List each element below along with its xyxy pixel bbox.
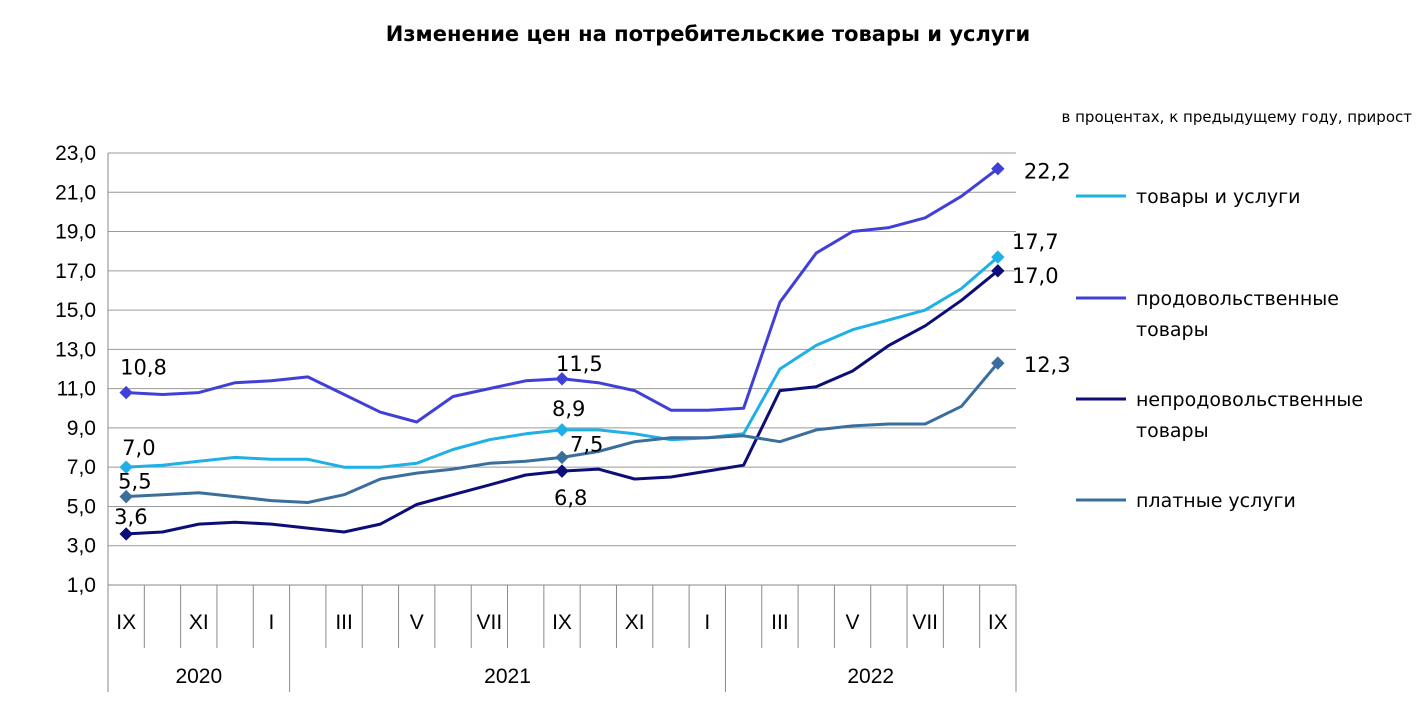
x-tick-label: IX bbox=[552, 611, 572, 634]
data-label: 5,5 bbox=[118, 470, 151, 494]
legend-label-line: непродовольственные bbox=[1136, 389, 1363, 411]
x-tick-label: V bbox=[410, 611, 424, 634]
x-tick-label: I bbox=[269, 611, 275, 634]
y-tick-label: 13,0 bbox=[55, 338, 96, 361]
y-axis: 1,0 3,0 5,0 7,0 9,0 11,0 13,0 15,0 17,0 19,0 21,0 2… bbox=[55, 142, 96, 597]
y-tick-label: 9,0 bbox=[67, 417, 96, 440]
data-marker bbox=[119, 460, 133, 474]
year-label: 2021 bbox=[484, 665, 531, 688]
data-marker bbox=[991, 264, 1005, 278]
legend-label-line: товары bbox=[1136, 420, 1209, 442]
data-marker bbox=[119, 489, 133, 504]
data-label: 3,6 bbox=[114, 505, 147, 529]
data-marker bbox=[119, 385, 133, 400]
data-label: 7,5 bbox=[570, 432, 603, 456]
y-tick-label: 21,0 bbox=[55, 181, 96, 204]
x-tick-label: III bbox=[335, 611, 353, 634]
y-tick-label: 19,0 bbox=[55, 221, 96, 244]
series-markers bbox=[119, 162, 1005, 541]
data-marker bbox=[991, 250, 1005, 264]
data-label: 22,2 bbox=[1024, 160, 1071, 184]
data-marker bbox=[991, 356, 1005, 370]
y-tick-label: 11,0 bbox=[57, 378, 96, 401]
data-marker bbox=[555, 372, 569, 386]
x-tick-label: XI bbox=[625, 611, 645, 634]
data-labels: 7,0 8,9 17,7 10,8 11,5 22,2 3,6 6,8 17,0 5,5 7,5 12… bbox=[114, 160, 1070, 529]
x-tick-label: VII bbox=[477, 611, 503, 634]
data-label: 11,5 bbox=[556, 352, 603, 376]
legend-label: непродовольственные товары bbox=[1136, 389, 1363, 442]
x-tick-label: IX bbox=[116, 611, 136, 634]
x-tick-label: VII bbox=[912, 611, 938, 634]
x-tick-label: XI bbox=[189, 611, 209, 634]
legend-label: продовольственные товары bbox=[1136, 288, 1339, 341]
data-label: 8,9 bbox=[552, 397, 585, 421]
year-label: 2020 bbox=[175, 665, 222, 688]
data-label: 17,0 bbox=[1012, 264, 1059, 288]
y-tick-label: 1,0 bbox=[67, 574, 96, 597]
y-tick-label: 15,0 bbox=[55, 299, 96, 322]
chart-title: Изменение цен на потребительские товары … bbox=[386, 22, 1030, 46]
data-marker bbox=[555, 423, 569, 437]
year-label: 2022 bbox=[847, 665, 894, 688]
y-tick-label: 7,0 bbox=[67, 456, 96, 479]
data-marker bbox=[555, 450, 569, 465]
y-tick-label: 3,0 bbox=[67, 535, 96, 558]
legend-label: платные услуги bbox=[1136, 490, 1296, 512]
data-marker bbox=[555, 464, 569, 478]
x-tick-label: IX bbox=[988, 611, 1008, 634]
data-marker bbox=[119, 527, 133, 541]
legend-label: товары и услуги bbox=[1136, 186, 1300, 208]
legend-label-line: продовольственные bbox=[1136, 288, 1339, 310]
y-tick-label: 23,0 bbox=[55, 142, 96, 165]
y-tick-label: 17,0 bbox=[55, 260, 96, 283]
data-marker bbox=[991, 162, 1005, 176]
x-tick-label: V bbox=[846, 611, 860, 634]
data-label: 6,8 bbox=[554, 486, 587, 510]
x-tick-label: III bbox=[771, 611, 789, 634]
data-label: 10,8 bbox=[120, 356, 167, 380]
data-label: 12,3 bbox=[1024, 353, 1071, 377]
x-tick-label: I bbox=[704, 611, 710, 634]
units-note: в процентах, к предыдущему году, прирост bbox=[1062, 108, 1413, 126]
y-tick-label: 5,0 bbox=[67, 495, 96, 518]
data-label: 17,7 bbox=[1012, 230, 1059, 254]
data-label: 7,0 bbox=[122, 436, 155, 460]
legend-label-line: товары bbox=[1136, 319, 1209, 341]
